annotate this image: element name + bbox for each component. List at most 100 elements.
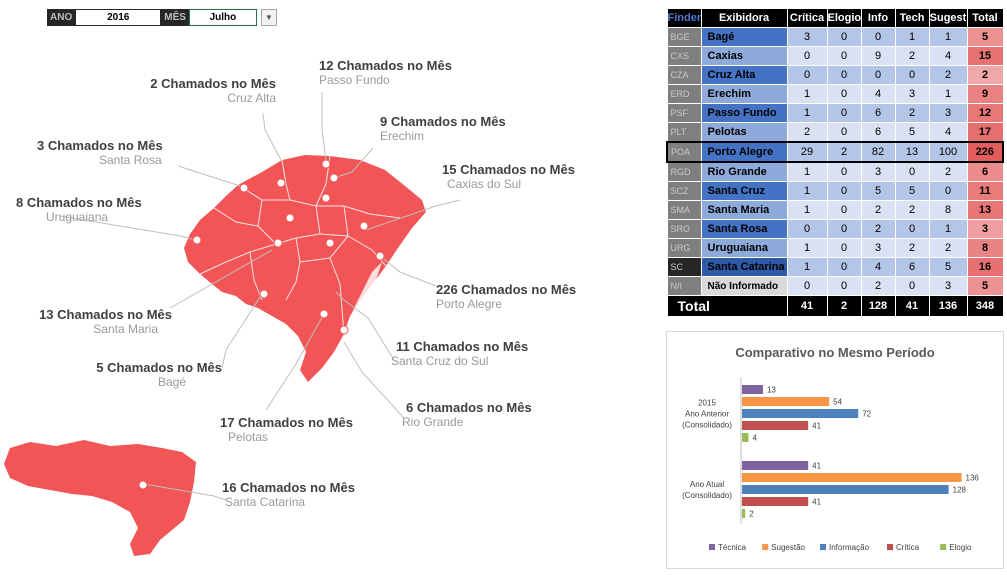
rs-map-shape — [184, 155, 426, 382]
bar-sugestão — [742, 397, 830, 406]
row-code: RGD — [666, 161, 702, 182]
row-info: 0 — [860, 27, 896, 47]
table-row[interactable]: SMA Santa Maria 1 0 2 2 8 13 — [666, 200, 1004, 220]
bar-técnica — [742, 461, 809, 470]
row-sugest: 3 — [928, 276, 968, 296]
bar-técnica — [742, 385, 763, 394]
col-info[interactable]: Info — [860, 8, 896, 28]
map-label-bage: 5 Chamados no Mês Bagé — [70, 360, 222, 389]
map-label-passo-fundo: 12 Chamados no Mês Passo Fundo — [319, 58, 452, 87]
map-label-count: 8 Chamados no Mês — [16, 195, 142, 210]
lagoon-shape — [348, 262, 382, 330]
row-sugest: 4 — [928, 46, 968, 66]
location-dots — [138, 159, 385, 490]
row-total: 15 — [966, 46, 1004, 66]
map-label-count: 12 Chamados no Mês — [319, 58, 452, 73]
table-row[interactable]: SCZ Santa Cruz 1 0 5 5 0 11 — [666, 181, 1004, 201]
row-total: 8 — [966, 238, 1004, 258]
col-elogio[interactable]: Elogio — [826, 8, 862, 28]
row-elogio: 0 — [826, 219, 862, 239]
map-label-caxias: 15 Chamados no Mês Caxias do Sul — [442, 162, 575, 191]
map-label-count: 226 Chamados no Mês — [436, 282, 577, 297]
legend-swatch — [762, 544, 769, 550]
map-label-count: 13 Chamados no Mês — [39, 307, 172, 322]
col-exibidora[interactable]: Exibidora — [700, 8, 788, 28]
map-label-count: 11 Chamados no Mês — [396, 339, 529, 354]
map-label-city: Santa Cruz do Sul — [391, 354, 489, 368]
row-elogio: 0 — [826, 161, 862, 182]
row-code: CZA — [666, 65, 702, 85]
col-finder[interactable]: Finder — [666, 8, 702, 28]
chart-title: Comparativo no Mesmo Período — [735, 345, 934, 360]
table-row[interactable]: POA Porto Alegre 29 2 82 13 100 226 — [666, 141, 1004, 163]
row-name: Rio Grande — [700, 161, 788, 182]
legend-label: Técnica — [718, 543, 747, 552]
row-name: Santa Rosa — [700, 219, 788, 239]
map-label-porto-alegre: 226 Chamados no Mês Porto Alegre — [436, 282, 576, 311]
map-label-city: Passo Fundo — [319, 73, 390, 87]
row-tech: 5 — [894, 122, 930, 143]
col-critica[interactable]: Crítica — [786, 8, 828, 28]
bar-crítica — [742, 497, 809, 506]
year-field[interactable]: 2016 — [75, 9, 162, 26]
bar-value-label: 128 — [953, 486, 967, 495]
table-row[interactable]: BGE Bagé 3 0 0 1 1 5 — [666, 27, 1004, 47]
table-row[interactable]: PLT Pelotas 2 0 6 5 4 17 — [666, 122, 1004, 143]
bar-value-label: 41 — [812, 462, 821, 471]
row-tech: 3 — [894, 84, 930, 104]
dot-santa-catarina — [138, 480, 148, 490]
legend-label: Elogio — [949, 543, 972, 552]
row-tech: 1 — [894, 27, 930, 47]
dot-porto-alegre — [375, 251, 385, 261]
table-row[interactable]: SC Santa Catarina 1 0 4 6 5 16 — [666, 257, 1004, 277]
bar-value-label: 4 — [752, 434, 757, 443]
row-name: Erechim — [700, 84, 788, 104]
map-label-count: 16 Chamados no Mês — [222, 480, 355, 495]
month-dropdown-button[interactable]: ▼ — [260, 9, 277, 26]
dot-rio-grande — [339, 325, 349, 335]
row-total: 3 — [966, 219, 1004, 239]
col-sugest[interactable]: Sugest — [928, 8, 968, 28]
bar-elogio — [742, 509, 746, 518]
row-name: Passo Fundo — [700, 103, 788, 123]
row-tech: 0 — [894, 219, 930, 239]
legend-swatch — [940, 544, 947, 550]
col-tech[interactable]: Tech — [894, 8, 930, 28]
row-info: 0 — [860, 65, 896, 85]
map-label-count: 15 Chamados no Mês — [442, 162, 575, 177]
table-row[interactable]: CXS Caxias 0 0 9 2 4 15 — [666, 46, 1004, 66]
table-row[interactable]: SRO Santa Rosa 0 0 2 0 1 3 — [666, 219, 1004, 239]
row-total: 12 — [966, 103, 1004, 123]
row-code: PSF — [666, 103, 702, 123]
map-label-city: Uruguaiana — [46, 210, 109, 224]
table-body: BGE Bagé 3 0 0 1 1 5 CXS Caxias 0 0 9 2 4 15 CZA Cruz Alt… — [666, 27, 1004, 296]
table-row[interactable]: PSF Passo Fundo 1 0 6 2 3 12 — [666, 103, 1004, 123]
dot-santa-cruz — [325, 238, 335, 248]
table-row[interactable]: URG Uruguaiana 1 0 3 2 2 8 — [666, 238, 1004, 258]
table-row[interactable]: CZA Cruz Alta 0 0 0 0 2 2 — [666, 65, 1004, 85]
row-elogio: 0 — [826, 84, 862, 104]
row-info: 6 — [860, 103, 896, 123]
row-critica: 0 — [786, 276, 828, 296]
map-label-city: Caxias do Sul — [447, 177, 522, 191]
dot-misc-1 — [285, 213, 295, 223]
col-total[interactable]: Total — [966, 8, 1004, 28]
row-elogio: 2 — [826, 141, 862, 163]
row-total: 11 — [966, 181, 1004, 201]
row-sugest: 100 — [928, 141, 968, 163]
dot-santa-rosa — [239, 183, 249, 193]
row-code: SMA — [666, 200, 702, 220]
month-field[interactable]: Julho — [188, 9, 257, 26]
bar-value-label: 2 — [749, 510, 754, 519]
row-tech: 2 — [894, 103, 930, 123]
table-row[interactable]: N/I Não Informado 0 0 2 0 3 5 — [666, 276, 1004, 296]
table-row[interactable]: ERD Erechim 1 0 4 3 1 9 — [666, 84, 1004, 104]
calls-table: Finder Exibidora Crítica Elogio Info Tec… — [666, 8, 1004, 317]
row-name: Cruz Alta — [700, 65, 788, 85]
map-label-count: 5 Chamados no Mês — [96, 360, 222, 375]
table-header: Finder Exibidora Crítica Elogio Info Tec… — [666, 8, 1004, 28]
row-tech: 0 — [894, 65, 930, 85]
row-info: 2 — [860, 276, 896, 296]
row-sugest: 2 — [928, 161, 968, 182]
table-row[interactable]: RGD Rio Grande 1 0 3 0 2 6 — [666, 161, 1004, 182]
